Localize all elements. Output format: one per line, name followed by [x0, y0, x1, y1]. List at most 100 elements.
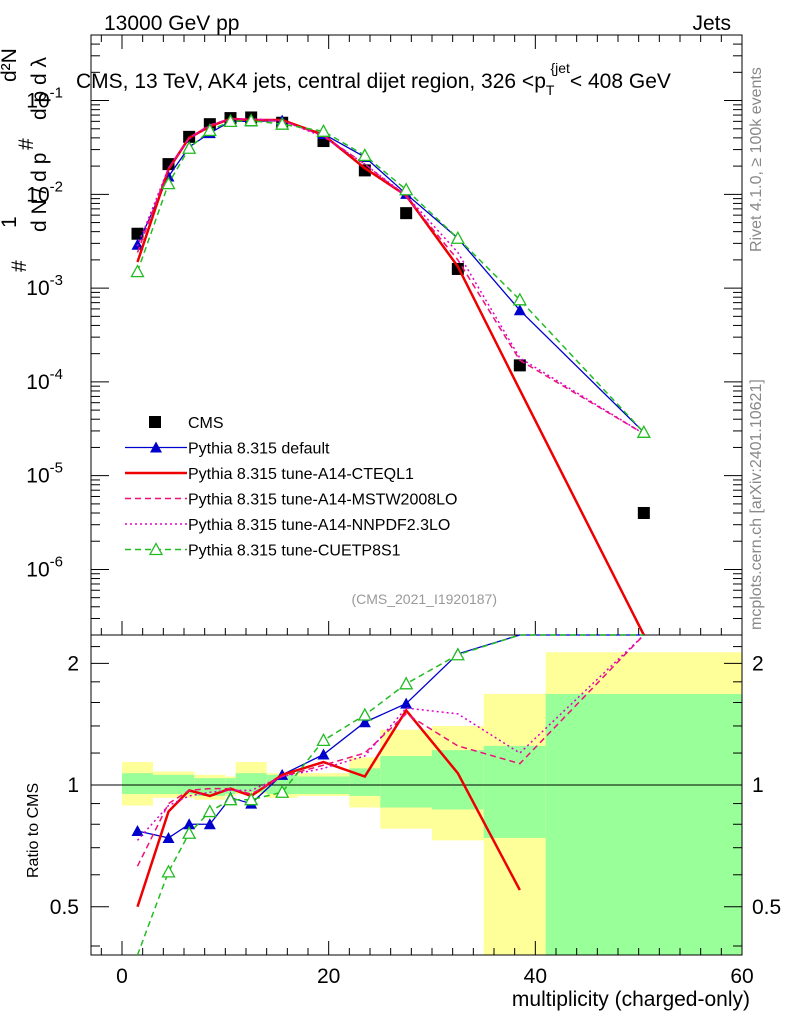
ratio-point-5 [182, 825, 197, 839]
data-point-5 [275, 116, 290, 130]
ylabel-dp: d p d λ [28, 56, 51, 120]
series-line-1 [136, 120, 645, 433]
chart-title: CMS, 13 TeV, AK4 jets, central dijet reg… [76, 60, 671, 98]
ratio-tick-label: 2 [67, 652, 79, 675]
ratio-ylabel: Ratio to CMS [25, 783, 42, 878]
ratio-point-5 [450, 647, 465, 661]
ylabel-d2N: d²N [0, 48, 21, 82]
data-point-5 [130, 264, 145, 278]
band-green-bin [225, 778, 236, 795]
data-point-5 [161, 176, 176, 190]
ratio-point-5 [316, 732, 331, 746]
ratio-tick-label: 1 [67, 774, 79, 797]
ratio-point-5 [202, 804, 217, 818]
ratio-point-1 [203, 818, 216, 830]
chart-title-sup: {jet [550, 60, 570, 76]
ratio-tick-label-right: 2 [752, 652, 764, 675]
legend-label-4: Pythia 8.315 tune-A14-NNPDF2.3LO [188, 517, 450, 534]
y-tick-label: 10-6 [26, 553, 63, 581]
analysis-id: (CMS_2021_I1920187) [351, 591, 497, 607]
data-point-0 [131, 227, 144, 240]
ylabel-hash-1: # [8, 260, 31, 272]
ratio-point-5 [244, 792, 259, 806]
data-point-5 [316, 123, 331, 137]
ratio-point-5 [161, 864, 176, 878]
band-green-bin [432, 750, 484, 810]
legend-label-0: CMS [188, 415, 224, 432]
y-axis-label: # d N / d p 1 # d p d λ d²N [0, 48, 51, 272]
x-axis-label: multiplicity (charged-only) [512, 988, 750, 1011]
data-point-0 [162, 158, 175, 171]
data-point-5 [399, 182, 414, 196]
data-point-0 [637, 506, 650, 519]
data-point-5 [244, 113, 259, 127]
chart-title-end: < 408 GeV [570, 70, 671, 93]
ratio-point-1 [183, 818, 196, 830]
data-point-5 [223, 113, 238, 128]
band-green-bin [545, 693, 742, 955]
band-green-bin [153, 774, 184, 795]
ratio-point-5 [223, 792, 238, 806]
x-tick-label: 20 [317, 965, 340, 988]
ratio-point-1 [162, 831, 175, 843]
chart-title-sub: T [546, 82, 555, 98]
legend-marker-5 [148, 542, 164, 556]
ratio-point-1 [358, 716, 371, 728]
band-green-bin [122, 773, 153, 795]
series-line-4 [136, 117, 645, 435]
ylabel-dN: d N / d p [28, 153, 51, 232]
band-green-bin [483, 745, 546, 838]
main-series [130, 111, 651, 636]
legend-marker-1 [150, 441, 162, 453]
data-point-0 [400, 207, 413, 220]
data-point-5 [512, 292, 527, 306]
data-point-1 [513, 304, 526, 316]
data-point-5 [182, 140, 197, 154]
ratio-point-5 [399, 676, 414, 690]
legend-label-1: Pythia 8.315 default [188, 441, 330, 458]
data-point-0 [513, 359, 526, 372]
side-label-top: Rivet 4.1.0, ≥ 100k events [748, 67, 765, 252]
ratio-tick-label-right: 0.5 [752, 896, 781, 919]
data-point-5 [202, 123, 217, 137]
data-point-5 [450, 230, 465, 244]
y-tick-label: 10-2 [26, 178, 63, 206]
data-point-5 [357, 148, 372, 162]
chart-title-main: CMS, 13 TeV, AK4 jets, central dijet reg… [76, 70, 546, 93]
ratio-tick-label: 0.5 [50, 896, 79, 919]
header-left: 13000 GeV pp [104, 12, 239, 35]
header-right: Jets [692, 12, 731, 35]
legend-label-5: Pythia 8.315 tune-CUETP8S1 [188, 543, 401, 560]
legend: CMS Pythia 8.315 default Pythia 8.315 tune… [125, 415, 457, 560]
ratio-point-5 [357, 707, 372, 721]
side-label-bottom: mcplots.cern.ch [arXiv:2401.10621] [748, 379, 765, 630]
ylabel-one: 1 [0, 216, 21, 228]
ratio-point-1 [317, 748, 330, 760]
ratio-point-1 [400, 697, 413, 709]
ylabel-hash-2: # [15, 138, 38, 150]
y-tick-label: 10-3 [26, 272, 63, 300]
y-tick-label: 10-5 [26, 460, 63, 488]
y-tick-label: 10-4 [26, 366, 63, 394]
y-tick-label: 10-1 [26, 85, 63, 113]
x-tick-label: 40 [524, 965, 547, 988]
ratio-series [131, 634, 645, 956]
band-green-bin [184, 774, 195, 795]
ratio-bands [91, 652, 742, 955]
x-tick-label: 0 [116, 965, 128, 988]
ratio-line-4 [136, 634, 645, 841]
ratio-point-5 [275, 784, 290, 798]
ratio-tick-label-right: 1 [752, 774, 764, 797]
band-green-bin [194, 778, 226, 796]
ratio-frame [90, 634, 743, 956]
legend-label-2: Pythia 8.315 tune-A14-CTEQL1 [188, 466, 414, 483]
x-tick-label: 60 [730, 965, 753, 988]
axes: 0 20 40 60 10-1 10-2 10-3 10-4 10-5 10-6 0.5 0.5 1 1 2… [26, 34, 781, 988]
ratio-point-1 [131, 824, 144, 836]
legend-label-3: Pythia 8.315 tune-A14-MSTW2008LO [188, 492, 457, 509]
data-point-5 [636, 424, 651, 438]
series-line-5 [136, 119, 645, 433]
legend-marker-0 [149, 416, 161, 428]
band-green-bin [380, 755, 432, 808]
